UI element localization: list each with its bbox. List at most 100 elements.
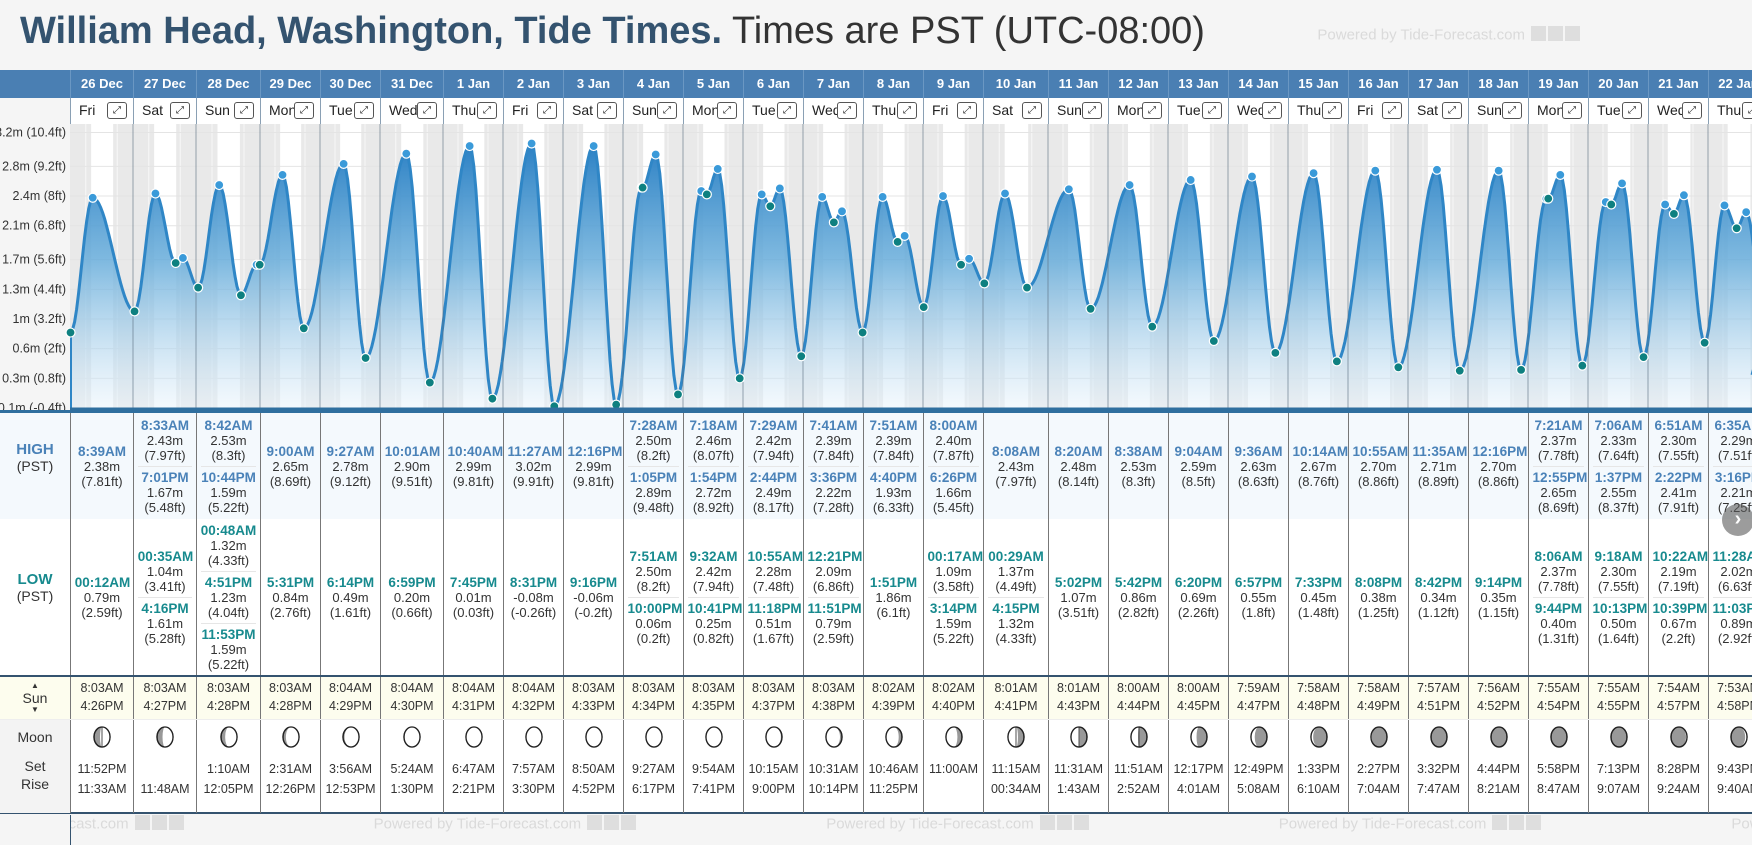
high-tide-point [1616,178,1628,189]
moon-cell: 8:50AM 4:52PM [563,720,623,813]
moonset-time [134,762,196,778]
low-tide-height-m: 0.35m [1480,589,1517,605]
sunset-time: 4:34PM [631,699,676,713]
expand-day-icon[interactable]: ⤢ [477,102,497,119]
expand-day-icon[interactable]: ⤢ [1322,102,1342,119]
sunrise-time: 7:53AM [1716,681,1752,695]
expand-day-icon[interactable]: ⤢ [1082,102,1102,119]
low-tide-point [857,327,868,338]
high-tide-time: 7:06AM [1594,417,1643,433]
low-tide-point [360,352,371,364]
moon-phase-icon [341,726,360,748]
expand-day-icon[interactable]: ⤢ [1742,102,1752,119]
powered-by-bottom[interactable]: Powered by Tide-Forecast.com Powered by T… [70,815,1752,845]
sunset-time: 4:39PM [871,699,916,713]
high-tide-point [1308,168,1319,179]
low-tide-height-ft: (2.59ft) [812,630,855,646]
high-tide-height-m: 2.37m [1540,432,1577,448]
expand-day-icon[interactable]: ⤢ [1142,102,1162,119]
expand-day-icon[interactable]: ⤢ [597,102,617,119]
expand-day-icon[interactable]: ⤢ [1562,102,1582,119]
sun-times-cell: 8:03AM 4:38PM [803,677,863,719]
high-tide-point [774,183,785,194]
low-tide-event: 8:42PM 0.34m (1.12ft) [1413,572,1465,623]
weekday-cell: Thu⤢ [1708,98,1752,124]
weekday-cell: Sun ⤢ [623,98,683,124]
moon-cell: 3:56AM 12:53PM [320,720,380,813]
high-tide-height-ft: (8.86ft) [1357,473,1400,489]
low-tide-height-ft: (-0.26ft) [510,604,557,620]
high-tide-height-ft: (8.69ft) [1537,499,1580,515]
expand-day-icon[interactable]: ⤢ [354,102,374,119]
expand-day-icon[interactable]: ⤢ [957,102,977,119]
expand-day-icon[interactable]: ⤢ [170,102,190,119]
high-tide-time: 8:33AM [140,417,189,433]
weekday-label: Thu [1717,102,1742,118]
low-tide-event: 10:00PM 0.06m (0.2ft) [627,596,682,649]
low-tide-height-ft: (0.03ft) [452,604,495,620]
high-tide-height-ft: (7.87ft) [932,447,975,463]
high-tide-time: 4:40PM [869,469,918,485]
moonrise-time: 1:30PM [390,782,434,796]
expand-day-icon[interactable]: ⤢ [107,102,127,119]
high-tide-height-m: 2.72m [695,484,732,500]
low-tide-time: 11:53PM [201,626,256,642]
date-header: 21 Jan [1648,70,1708,98]
high-tide-point [1246,171,1258,182]
high-tide-event: 8:33AM 2.43m (7.97ft) [138,415,193,466]
low-tide-event: 00:17AM 1.09m (3.58ft) [928,546,984,597]
sunrise-time: 8:02AM [931,681,976,695]
high-tide-height-m: 2.63m [1240,458,1277,474]
low-tide-height-m: 0.25m [695,615,732,631]
low-tide-cell: 6:59PM 0.20m (0.66ft) [380,519,443,675]
high-tide-cell: 6:51AM 2.30m (7.55ft) 2:22PM 2.41m (7.91ft) [1648,413,1708,519]
low-row-label: LOW (PST) [0,571,70,604]
expand-day-icon[interactable]: ⤢ [1262,102,1282,119]
expand-day-icon[interactable]: ⤢ [1622,102,1642,119]
expand-day-icon[interactable]: ⤢ [1202,102,1222,119]
low-tide-event: 11:18PM 0.51m (1.67ft) [747,596,802,649]
expand-day-icon[interactable]: ⤢ [1022,102,1042,119]
low-tide-event: 00:12AM 0.79m (2.59ft) [75,572,131,623]
scroll-next-button[interactable]: › [1722,504,1752,536]
high-tide-event: 8:20AM 2.48m (8.14ft) [1053,441,1105,492]
expand-day-icon[interactable]: ⤢ [1682,102,1702,119]
high-tide-point [401,148,412,159]
low-tide-height-ft: (5.22ft) [932,630,975,646]
expand-day-icon[interactable]: ⤢ [777,102,797,119]
powered-by-top[interactable]: Powered by Tide-Forecast.com [1317,26,1582,45]
moon-phase-icon [1609,726,1628,748]
high-tide-height-m: 2.70m [1360,458,1397,474]
expand-day-icon[interactable]: ⤢ [897,102,917,119]
low-tide-height-m: 1.32m [210,537,247,553]
weekday-cell: Wed ⤢ [1648,98,1708,124]
low-tide-height-m: 0.79m [83,589,121,605]
expand-day-icon[interactable]: ⤢ [294,102,314,119]
expand-day-icon[interactable]: ⤢ [417,102,437,119]
low-tide-cell: 5:31PM 0.84m (2.76ft) [260,519,320,675]
high-tide-event: 8:39AM 2.38m (7.81ft) [75,441,130,492]
high-tide-height-ft: (5.48ft) [144,499,186,515]
expand-day-icon[interactable]: ⤢ [1382,102,1402,119]
high-tide-height-ft: (8.37ft) [1597,499,1640,515]
expand-day-icon[interactable]: ⤢ [717,102,737,119]
expand-day-icon[interactable]: ⤢ [234,102,254,119]
low-tide-cell: 00:12AM 0.79m (2.59ft) [70,519,133,675]
low-tide-point [796,351,807,362]
high-tide-point [1741,207,1752,218]
low-tide-time: 9:32AM [689,548,738,564]
moonset-time: 6:47AM [451,762,496,776]
high-tide-time: 8:38AM [1114,443,1163,459]
high-tide-height-ft: (8.76ft) [1297,473,1340,489]
tide-forecast-logo-icon [1531,26,1582,45]
expand-day-icon[interactable]: ⤢ [537,102,557,119]
high-tide-height-m: 2.99m [455,458,492,474]
expand-day-icon[interactable]: ⤢ [1442,102,1462,119]
low-tide-event: 7:51AM 2.50m (8.2ft) [628,546,680,597]
low-tide-point [672,389,684,400]
expand-day-icon[interactable]: ⤢ [657,102,677,119]
low-tide-time: 7:45PM [449,574,498,590]
expand-day-icon[interactable]: ⤢ [1502,102,1522,119]
expand-day-icon[interactable]: ⤢ [837,102,857,119]
sun-times-cell: 7:59AM 4:47PM [1228,677,1288,719]
